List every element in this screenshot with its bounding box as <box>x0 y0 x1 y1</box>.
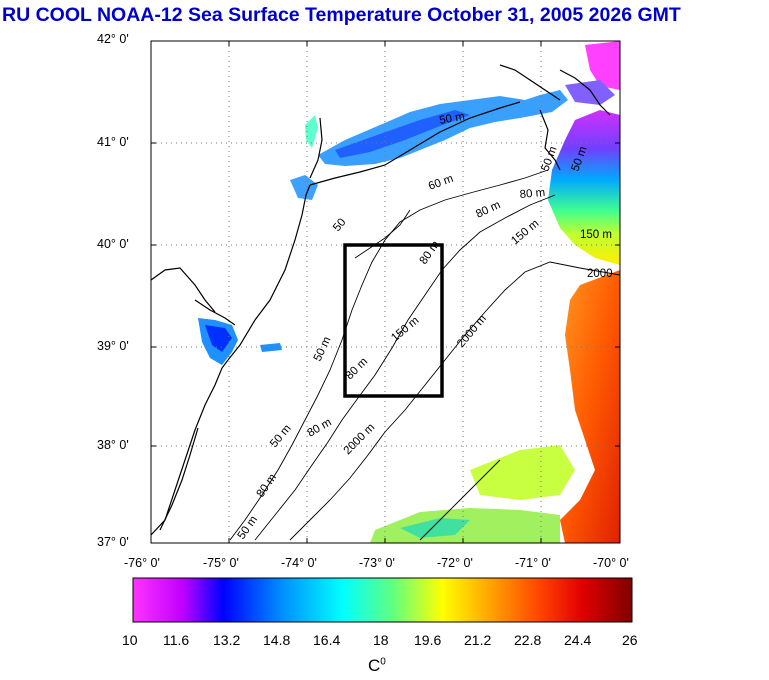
unit-text: C <box>368 656 381 675</box>
colorbar <box>132 577 633 623</box>
lat-label: 38° 0' <box>97 438 129 452</box>
lon-label: -72° 0' <box>437 556 473 570</box>
lat-label: 40° 0' <box>97 237 129 251</box>
lat-label: 39° 0' <box>97 339 129 353</box>
colorbar-tick-label: 18 <box>373 632 389 648</box>
lon-label: -73° 0' <box>359 556 395 570</box>
lat-label: 41° 0' <box>97 135 129 149</box>
lat-label: 42° 0' <box>97 32 129 46</box>
colorbar-tick-label: 19.6 <box>414 632 442 648</box>
sst-patch-ne-top2 <box>565 80 615 105</box>
sst-patch-hudson <box>305 115 318 148</box>
lon-label: -74° 0' <box>281 556 317 570</box>
map-title: RU COOL NOAA-12 Sea Surface Temperature … <box>2 4 681 26</box>
axis-ticks <box>151 41 620 543</box>
bathymetry-contours <box>229 169 620 541</box>
colorbar-tick-label: 16.4 <box>313 632 341 648</box>
sst-patch-sound-inner <box>335 110 470 158</box>
lon-label: -75° 0' <box>203 556 239 570</box>
colorbar-tick-label: 26 <box>622 632 638 648</box>
colorbar-tick-label: 21.2 <box>464 632 492 648</box>
sst-patch-south-inner <box>400 518 470 538</box>
sst-patch-delaware-inner <box>205 325 232 352</box>
graticule <box>151 41 620 543</box>
colorbar-tick-label: 14.8 <box>263 632 291 648</box>
colorbar-tick-label: 13.2 <box>213 632 241 648</box>
colorbar-tick-label: 24.4 <box>564 632 592 648</box>
colorbar-tick-label: 10 <box>122 632 138 648</box>
contour-label: 2000 <box>587 268 613 280</box>
colorbar-tick-label: 22.8 <box>514 632 542 648</box>
lat-label: 37° 0' <box>97 535 129 549</box>
sst-patch-ne-top <box>585 41 620 90</box>
sst-patch-raritan <box>290 175 318 200</box>
study-area-box <box>343 243 444 398</box>
contour-label: 50 m <box>438 111 465 127</box>
sst-patch-shelf-east <box>470 445 575 500</box>
unit-superscript: 0 <box>380 656 386 668</box>
colorbar-tick-label: 11.6 <box>163 632 190 648</box>
lon-label: -76° 0' <box>124 556 160 570</box>
lon-label: -70° 0' <box>593 556 629 570</box>
lon-label: -71° 0' <box>515 556 551 570</box>
sst-patch-ne <box>548 110 620 265</box>
colorbar-unit: C0 <box>368 656 386 676</box>
contour-label: 150 m <box>580 229 612 241</box>
coastline <box>151 64 611 536</box>
contour-label: 80 m <box>519 187 546 201</box>
sst-patch-gulfstream <box>560 270 620 543</box>
